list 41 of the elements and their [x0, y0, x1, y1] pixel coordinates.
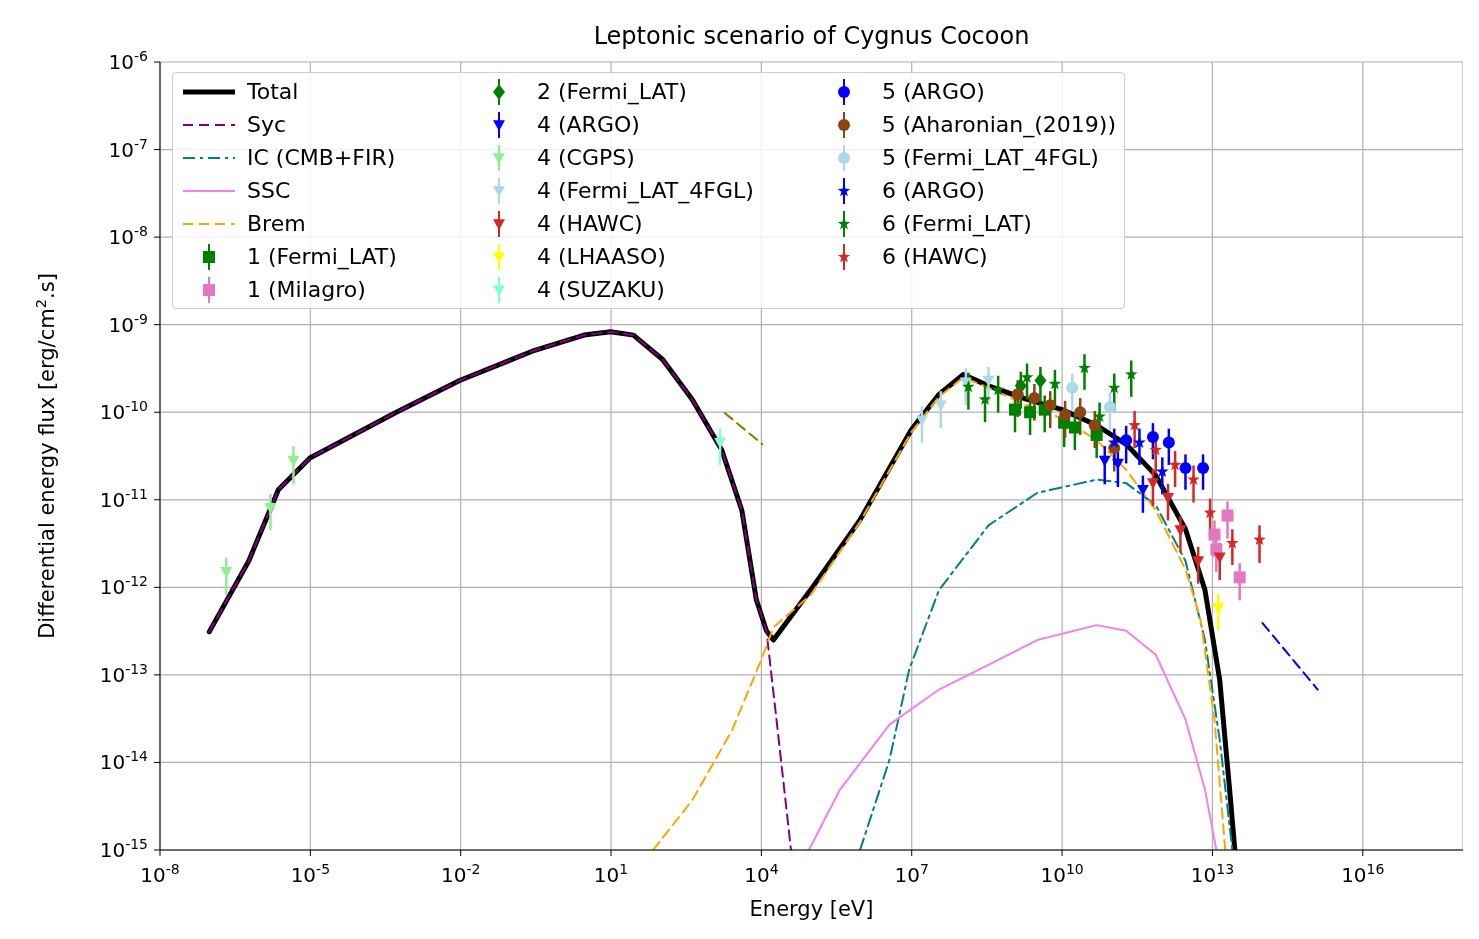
y-tick-label: 10$^{-6}$ — [108, 48, 149, 74]
x-tick-label: 10$^{13}$ — [1190, 861, 1235, 887]
x-tick-label: 10$^{16}$ — [1341, 861, 1385, 887]
x-tick-label: 10$^{-5}$ — [290, 861, 331, 887]
chart-title: Leptonic scenario of Cygnus Cocoon — [592, 22, 1031, 50]
y-tick-label: 10$^{-15}$ — [99, 836, 148, 862]
legend-label: 4 (CGPS) — [537, 145, 635, 170]
y-tick-label: 10$^{-8}$ — [108, 223, 148, 250]
legend-label: 1 (Milagro) — [247, 277, 366, 302]
x-tick-label: 10$^{1}$ — [593, 861, 629, 887]
legend-label: 2 (Fermi_LAT) — [537, 79, 687, 104]
x-tick-label: 10$^{-2}$ — [440, 861, 481, 887]
legend-label: 4 (ARGO) — [537, 112, 640, 137]
legend-label: IC (CMB+FIR) — [247, 145, 396, 170]
legend-label: 1 (Fermi_LAT) — [247, 244, 397, 269]
legend-label: 5 (ARGO) — [882, 79, 985, 104]
x-axis-title: Energy [eV] — [749, 897, 874, 921]
legend-label: Syc — [247, 112, 287, 137]
x-tick-label: 10$^{10}$ — [1040, 861, 1084, 887]
legend-label: 4 (HAWC) — [537, 211, 643, 236]
legend-label: 6 (Fermi_LAT) — [882, 211, 1032, 236]
legend-label: 4 (SUZAKU) — [537, 277, 665, 302]
legend-label: 6 (HAWC) — [882, 244, 988, 269]
y-tick-label: 10$^{-10}$ — [99, 398, 148, 425]
y-tick-label: 10$^{-9}$ — [108, 310, 148, 337]
legend-label: Total — [247, 79, 299, 104]
y-tick-label: 10$^{-7}$ — [108, 135, 148, 162]
legend-label: 5 (Fermi_LAT_4FGL) — [882, 145, 1099, 170]
y-tick-label: 10$^{-12}$ — [99, 573, 148, 600]
legend-label: 6 (ARGO) — [882, 178, 985, 203]
legend-label: SSC — [247, 178, 291, 203]
y-tick-label: 10$^{-13}$ — [99, 660, 148, 687]
legend-label: 4 (Fermi_LAT_4FGL) — [537, 178, 754, 203]
legend-label: Brem — [247, 211, 306, 236]
x-tick-label: 10$^{-8}$ — [140, 861, 180, 887]
legend-label: 5 (Aharonian_(2019)) — [881, 112, 1116, 137]
y-tick-label: 10$^{-14}$ — [99, 748, 149, 775]
legend-label: 4 (LHAASO) — [537, 244, 666, 269]
y-tick-label: 10$^{-11}$ — [99, 485, 148, 512]
x-tick-label: 10$^{7}$ — [894, 861, 929, 887]
x-tick-label: 10$^{4}$ — [744, 861, 779, 887]
